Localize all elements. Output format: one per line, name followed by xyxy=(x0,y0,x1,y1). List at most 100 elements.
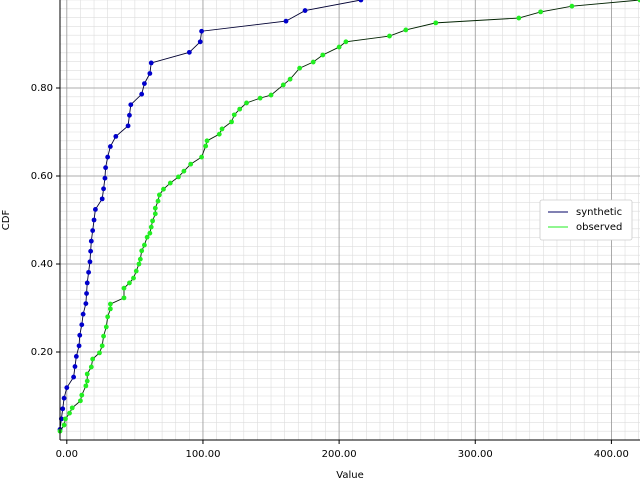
y-axis-label: CDF xyxy=(1,210,12,231)
data-point xyxy=(90,228,96,233)
data-point xyxy=(516,15,522,21)
data-point xyxy=(71,374,77,380)
data-point xyxy=(77,332,83,338)
data-point xyxy=(147,71,153,76)
data-point xyxy=(133,268,139,274)
data-point xyxy=(188,161,194,167)
data-point xyxy=(90,356,96,362)
data-point xyxy=(88,364,94,370)
data-point xyxy=(83,383,89,389)
data-point xyxy=(63,416,68,422)
data-point xyxy=(103,324,109,330)
grid xyxy=(60,0,640,441)
data-point xyxy=(147,230,153,236)
data-point xyxy=(113,134,119,139)
x-tick-label: 400.00 xyxy=(594,449,629,460)
y-tick-label: 0.20 xyxy=(31,347,53,358)
data-point xyxy=(101,186,106,192)
data-point xyxy=(320,52,326,58)
data-point xyxy=(107,301,113,307)
data-point xyxy=(538,9,544,15)
data-point xyxy=(121,285,127,291)
data-point xyxy=(78,398,83,404)
data-point xyxy=(61,422,67,428)
data-point xyxy=(181,168,187,174)
x-axis-label: Value xyxy=(336,470,363,480)
data-point xyxy=(83,301,89,306)
data-point xyxy=(137,256,143,262)
data-point xyxy=(67,410,72,416)
data-point xyxy=(73,354,79,359)
legend: synthetic observed xyxy=(539,199,633,241)
data-point xyxy=(102,175,108,181)
data-point xyxy=(283,18,289,24)
data-point xyxy=(204,138,210,144)
data-point xyxy=(237,106,243,112)
data-point xyxy=(199,28,204,34)
data-point xyxy=(76,343,82,349)
data-point xyxy=(297,65,303,71)
y-tick-label: 0.40 xyxy=(31,259,53,270)
data-point xyxy=(152,211,158,217)
data-point xyxy=(219,126,225,132)
data-point xyxy=(257,95,263,101)
data-point xyxy=(136,261,142,267)
data-point xyxy=(358,0,364,3)
data-point xyxy=(64,385,70,391)
data-point xyxy=(403,27,409,33)
data-point xyxy=(229,119,234,125)
data-point xyxy=(88,238,94,244)
x-tick-label: 200.00 xyxy=(322,449,357,460)
data-point xyxy=(107,144,113,149)
data-point xyxy=(79,322,85,328)
plot xyxy=(57,0,640,434)
data-point xyxy=(287,76,293,82)
data-point xyxy=(569,3,575,9)
x-tick-label: 0.00 xyxy=(56,449,78,460)
data-point xyxy=(161,186,166,192)
data-point xyxy=(105,154,111,160)
data-point xyxy=(72,364,78,369)
data-point xyxy=(144,234,150,240)
data-point xyxy=(92,207,98,212)
data-point xyxy=(302,8,308,13)
data-point xyxy=(131,275,136,281)
data-point xyxy=(84,371,90,377)
data-point xyxy=(80,311,86,317)
data-point xyxy=(103,165,109,171)
data-point xyxy=(99,196,105,202)
legend-label: synthetic xyxy=(576,207,622,218)
data-point xyxy=(107,306,113,312)
data-point xyxy=(167,180,173,186)
x-tick-label: 300.00 xyxy=(458,449,493,460)
data-point xyxy=(152,205,158,211)
legend-box xyxy=(539,199,633,241)
data-point xyxy=(125,123,131,129)
data-point xyxy=(186,49,192,55)
data-point xyxy=(87,259,93,265)
data-point xyxy=(127,280,132,286)
data-point xyxy=(86,269,91,275)
data-point xyxy=(336,44,342,50)
y-tick-label: 0.60 xyxy=(31,171,53,182)
data-point xyxy=(84,280,90,286)
data-point xyxy=(387,33,392,39)
data-point xyxy=(128,102,134,108)
data-point xyxy=(142,81,147,86)
data-point xyxy=(216,131,222,137)
data-point xyxy=(433,20,439,26)
data-point xyxy=(231,112,237,118)
data-point xyxy=(280,82,286,88)
data-point xyxy=(84,291,89,296)
data-point xyxy=(203,143,209,149)
data-point xyxy=(244,100,249,106)
data-point xyxy=(148,224,154,230)
data-point xyxy=(199,154,204,160)
series-line xyxy=(59,0,361,430)
data-point xyxy=(105,314,111,320)
data-point xyxy=(155,198,161,204)
data-point xyxy=(121,295,127,301)
x-tick-label: 100.00 xyxy=(185,449,220,460)
